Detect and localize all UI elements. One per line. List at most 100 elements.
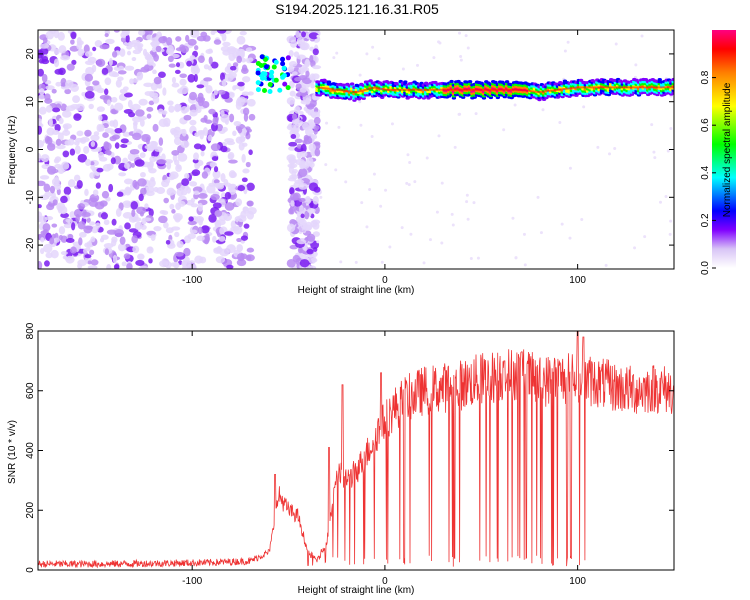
spectrogram-cell <box>39 43 50 49</box>
spectrogram-cell <box>360 201 364 205</box>
spectrogram-cell <box>138 193 144 202</box>
spectrogram-cell <box>358 73 362 77</box>
spectrogram-cell <box>62 123 72 130</box>
spectrogram-cell <box>312 231 320 237</box>
spectrogram-cell <box>161 179 170 188</box>
spectrogram-cell <box>90 236 96 243</box>
spectrogram-cell <box>39 215 47 224</box>
spectrogram-cell <box>281 65 287 71</box>
spectrogram-cell <box>88 103 94 110</box>
spectrogram-cell <box>60 250 68 256</box>
spectrogram-cell <box>224 73 234 82</box>
spectrogram-cell <box>207 65 213 71</box>
spectrogram-cell <box>67 138 75 146</box>
spectrogram-cell <box>119 88 128 94</box>
spectrogram-cell <box>671 77 674 82</box>
spectrogram-cell <box>241 253 248 260</box>
spectrogram-cell <box>451 223 455 227</box>
spectrogram-cell <box>403 80 408 84</box>
spectrogram-cell <box>163 117 171 127</box>
spectrogram-cell <box>103 243 114 249</box>
spectrogram-cell <box>45 85 55 91</box>
spectrogram-cell <box>224 182 232 187</box>
spectrogram-cell <box>183 247 191 257</box>
spectrogram-cell <box>566 40 570 44</box>
colorbar-tick-label: 0.4 <box>700 165 711 179</box>
spectrogram-cell <box>41 73 48 83</box>
spectrogram-cell <box>163 221 169 229</box>
spectrogram-cell <box>313 116 321 125</box>
spectrogram-cell <box>213 39 222 45</box>
spectrogram-cell <box>289 163 295 169</box>
spectrogram-cell <box>115 79 122 88</box>
spectrogram-cell <box>83 44 90 54</box>
spectrogram-cell <box>38 106 47 115</box>
spectrogram-cell <box>83 146 90 154</box>
spectrogram-cell <box>227 153 234 160</box>
spectrogram-cell <box>558 121 562 125</box>
spectrogram-cell <box>186 186 192 194</box>
spectrogram-cell <box>77 153 88 163</box>
spectrogram-cell <box>50 249 59 259</box>
spectrogram-cell <box>111 218 117 226</box>
spectrogram-cell <box>124 65 135 71</box>
spectrogram-cell <box>143 64 154 71</box>
spectrogram-cell <box>296 239 307 245</box>
spectrogram-cell <box>286 223 296 233</box>
spectrogram-cell <box>137 253 145 260</box>
spectrogram-cell <box>669 219 673 223</box>
spectrogram-cell <box>308 255 317 264</box>
spectrogram-cell <box>179 133 189 142</box>
spectrogram-cell <box>84 188 89 197</box>
spectrogram-cell <box>167 55 174 63</box>
spectrogram-cell <box>194 45 199 51</box>
spectrogram-cell <box>285 85 291 91</box>
spectrogram-cell <box>224 191 232 200</box>
spectrogram-cell <box>109 135 117 142</box>
spectrogram-cell <box>40 154 50 163</box>
spectrogram-cell <box>169 171 179 180</box>
spectrogram-cell <box>161 153 166 161</box>
spectrogram-cell <box>136 206 147 215</box>
spectrogram-cell <box>100 212 108 220</box>
spectrogram-cell <box>136 71 144 80</box>
spectrogram-cell <box>141 133 151 143</box>
spectrogram-cell <box>123 253 131 260</box>
spectrogram-cell <box>54 163 62 169</box>
spectrogram-cell <box>262 71 268 77</box>
spectrogram-cell <box>560 222 564 226</box>
spectrogram-cell <box>114 142 120 149</box>
spectrogram-cell <box>465 200 469 204</box>
snr-series-line <box>38 331 674 569</box>
spectrogram-cell <box>255 87 261 93</box>
spectrogram-cell <box>228 159 238 164</box>
y-tick-label: -10 <box>25 190 36 205</box>
spectrogram-cell <box>99 94 110 100</box>
spectrogram-cell <box>243 223 250 229</box>
spectrogram-cell <box>239 31 247 36</box>
spectrogram-cell <box>180 45 189 54</box>
spectrogram-cell <box>212 202 222 209</box>
spectrogram-cell <box>211 156 219 162</box>
spectrogram-cell <box>300 213 305 219</box>
spectrogram-cell <box>54 175 59 185</box>
spectrogram-cell <box>127 99 133 108</box>
spectrogram-cell <box>70 39 75 45</box>
spectrogram-cell <box>326 80 332 84</box>
spectrogram-cell <box>580 217 584 221</box>
spectrogram-cell <box>578 78 584 82</box>
spectrogram-cell <box>306 233 316 242</box>
spectrogram-cell <box>240 135 246 143</box>
spectrogram-cell <box>90 165 95 170</box>
spectrogram-cell <box>184 172 190 180</box>
spectrogram-cell <box>282 81 288 87</box>
spectrogram-cell <box>242 168 250 174</box>
spectrogram-cell <box>179 78 187 86</box>
spectrogram-cell <box>92 83 102 92</box>
spectrogram-cell <box>209 162 218 168</box>
spectrogram-cell <box>190 229 198 234</box>
spectrogram-cell <box>38 140 44 148</box>
spectrogram-cell <box>196 235 205 242</box>
spectrogram-cell <box>466 217 470 221</box>
